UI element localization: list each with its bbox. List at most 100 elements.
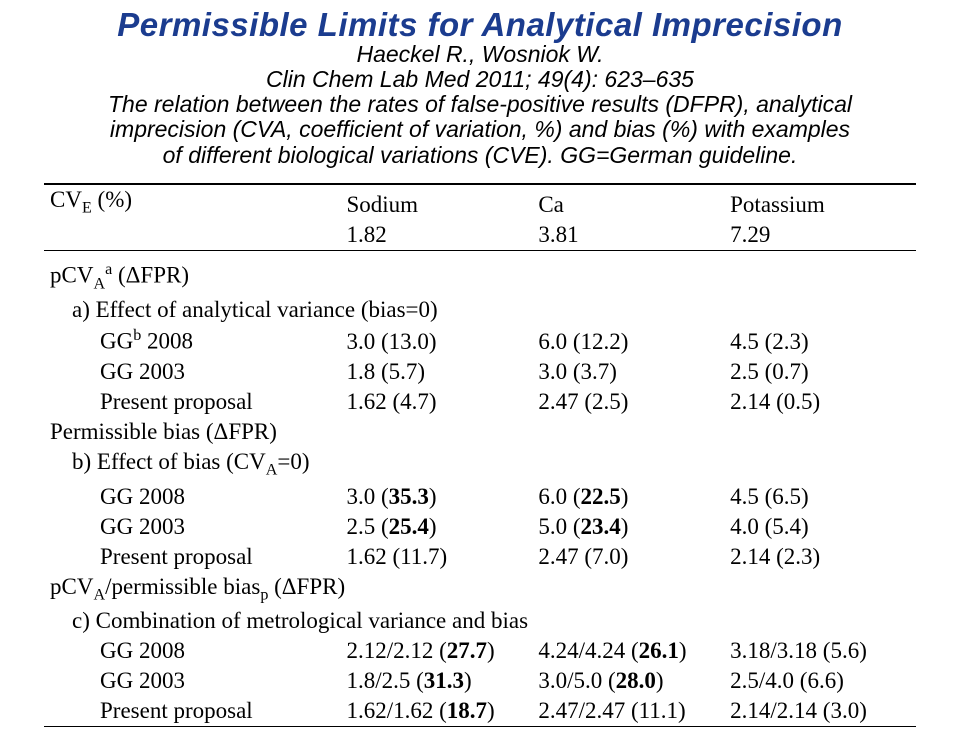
section-c-sub-text: c) Combination of metrological variance … [44,606,916,636]
cell: 1.62/1.62 (18.7) [340,696,532,727]
cc: ) [656,668,664,693]
header-col-3: Potassium [724,184,916,220]
cell: 2.5 (0.7) [724,357,916,387]
cell: 2.5/4.0 (6.6) [724,666,916,696]
header-col-2: Ca [532,184,724,220]
table-container: CVE (%) Sodium Ca Potassium 1.82 3.81 7.… [44,183,916,727]
section-c-title: pCVA/permissible biasp (ΔFPR) [44,572,916,607]
table-header-row: CVE (%) Sodium Ca Potassium [44,184,916,220]
cve-label: CV [50,187,82,212]
cell: 4.5 (2.3) [724,325,916,357]
header-cve: CVE (%) [44,184,340,220]
section-a-sub: a) Effect of analytical variance (bias=0… [44,295,916,325]
cell: 3.0 (13.0) [340,325,532,357]
data-table: CVE (%) Sodium Ca Potassium 1.82 3.81 7.… [44,183,916,727]
section-c-sub: c) Combination of metrological variance … [44,606,916,636]
c: 1.62/1.62 ( [346,698,446,723]
cell: 2.12/2.12 (27.7) [340,636,532,666]
cve-val-1: 1.82 [340,220,532,251]
cell: 6.0 (12.2) [532,325,724,357]
cve-unit: (%) [92,187,132,212]
table-row: GG 2003 1.8 (5.7) 3.0 (3.7) 2.5 (0.7) [44,357,916,387]
cve-sub: E [82,200,92,217]
cell: 1.8/2.5 (31.3) [340,666,532,696]
caption-line-3: of different biological variations (CVE)… [14,142,946,170]
c: 2.5 ( [346,514,388,539]
cell: 3.0 (3.7) [532,357,724,387]
cb: 23.4 [580,514,620,539]
c: 1.8/2.5 ( [346,668,423,693]
sa-htail: (ΔFPR) [112,263,189,288]
cc: ) [679,638,687,663]
sa-hsub: A [93,275,105,292]
cb: 31.3 [424,668,464,693]
page: Permissible Limits for Analytical Imprec… [0,0,960,747]
table-row: GG 2003 2.5 (25.4) 5.0 (23.4) 4.0 (5.4) [44,512,916,542]
c: 4.24/4.24 ( [538,638,638,663]
cell: 1.62 (4.7) [340,387,532,417]
cell: 1.62 (11.7) [340,542,532,572]
cc: ) [487,638,495,663]
caption-line-1: The relation between the rates of false-… [14,91,946,119]
cell: 2.14 (2.3) [724,542,916,572]
sb-pre: b) Effect of bias (CV [72,449,266,474]
empty-cell [44,220,340,251]
c: 5.0 ( [538,514,580,539]
page-title: Permissible Limits for Analytical Imprec… [14,8,946,43]
cb: 26.1 [639,638,679,663]
cb: 22.5 [580,484,620,509]
table-row: Present proposal 1.62 (11.7) 2.47 (7.0) … [44,542,916,572]
c: 3.0/5.0 ( [538,668,615,693]
cell: 2.14/2.14 (3.0) [724,696,916,727]
section-a-title: pCVAa (ΔFPR) [44,251,916,296]
cell: 6.0 (22.5) [532,482,724,512]
cell: 2.5 (25.4) [340,512,532,542]
section-c-header: pCVA/permissible biasp (ΔFPR) [44,572,916,607]
sc-mid: /permissible bias [105,574,260,599]
row-label: GG 2008 [44,636,340,666]
sc-pre: pCV [50,574,93,599]
section-b-title: Permissible bias (ΔFPR) [44,417,916,447]
table-row: Present proposal 1.62/1.62 (18.7) 2.47/2… [44,696,916,727]
lbl: GG [100,329,133,354]
cell: 3.18/3.18 (5.6) [724,636,916,666]
lblpost: 2008 [141,329,193,354]
cb: 18.7 [447,698,487,723]
cb: 27.7 [447,638,487,663]
row-label: GGb 2008 [44,325,340,357]
sa-h1: pCV [50,263,93,288]
caption-line-2: imprecision (CVA, coefficient of variati… [14,116,946,144]
cb: 25.4 [389,514,429,539]
table-row: GG 2003 1.8/2.5 (31.3) 3.0/5.0 (28.0) 2.… [44,666,916,696]
cc: ) [621,514,629,539]
row-label: Present proposal [44,387,340,417]
c: 6.0 ( [538,484,580,509]
c: 3.0 ( [346,484,388,509]
row-label: Present proposal [44,542,340,572]
cell: 4.24/4.24 (26.1) [532,636,724,666]
sc-post: (ΔFPR) [268,574,345,599]
cell: 2.47 (2.5) [532,387,724,417]
citation-line: Clin Chem Lab Med 2011; 49(4): 623–635 [14,66,946,93]
row-label: GG 2003 [44,357,340,387]
section-a-header: pCVAa (ΔFPR) [44,251,916,296]
cb: 35.3 [389,484,429,509]
cc: ) [621,484,629,509]
cve-val-2: 3.81 [532,220,724,251]
cve-val-3: 7.29 [724,220,916,251]
cc: ) [487,698,495,723]
sb-sub: A [266,462,278,479]
table-row: GG 2008 3.0 (35.3) 6.0 (22.5) 4.5 (6.5) [44,482,916,512]
row-label: Present proposal [44,696,340,727]
authors-line: Haeckel R., Wosniok W. [14,41,946,68]
row-label: GG 2003 [44,666,340,696]
table-row: GGb 2008 3.0 (13.0) 6.0 (12.2) 4.5 (2.3) [44,325,916,357]
cc: ) [429,514,437,539]
cell: 1.8 (5.7) [340,357,532,387]
sc-s1: A [93,586,105,603]
cell: 2.47/2.47 (11.1) [532,696,724,727]
cell: 5.0 (23.4) [532,512,724,542]
cell: 3.0 (35.3) [340,482,532,512]
cc: ) [464,668,472,693]
table-cve-row: 1.82 3.81 7.29 [44,220,916,251]
